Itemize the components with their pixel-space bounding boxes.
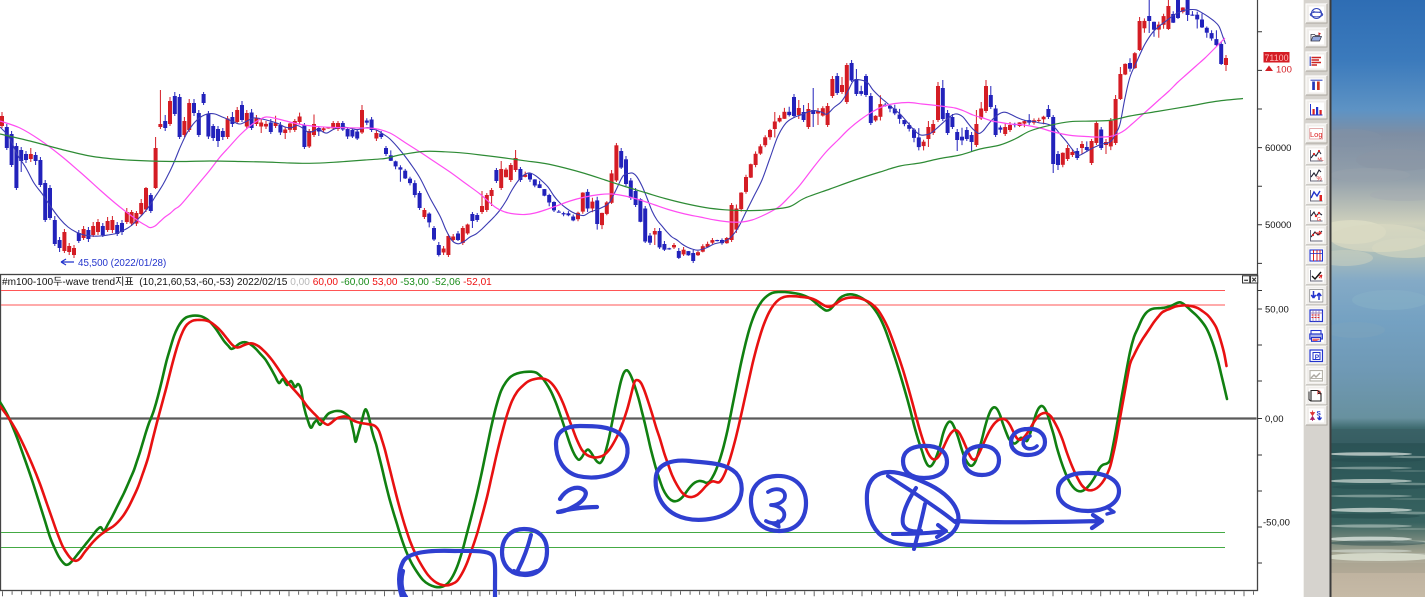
svg-text:Log: Log xyxy=(1310,130,1323,139)
svg-text:P: P xyxy=(1315,354,1320,361)
svg-text:50000: 50000 xyxy=(1265,220,1291,231)
svg-text:0,00: 0,00 xyxy=(1265,414,1284,425)
svg-text:45,500 (2022/01/28): 45,500 (2022/01/28) xyxy=(78,258,166,269)
svg-text:71100: 71100 xyxy=(1265,53,1289,64)
svg-text:R: R xyxy=(1317,391,1321,397)
svg-text:50,00: 50,00 xyxy=(1265,305,1289,316)
svg-text:#m100-100두-wave trend지표 (10,2: #m100-100두-wave trend지표 (10,21,60,53,-60… xyxy=(2,276,492,288)
svg-text:G: G xyxy=(1317,217,1321,223)
svg-text:%: % xyxy=(1317,177,1323,183)
svg-text:60000: 60000 xyxy=(1265,143,1291,154)
svg-text:S: S xyxy=(1317,411,1322,418)
svg-text:-50,00: -50,00 xyxy=(1263,518,1290,529)
svg-text:100: 100 xyxy=(1276,65,1292,76)
svg-text:ML: ML xyxy=(1318,157,1325,162)
